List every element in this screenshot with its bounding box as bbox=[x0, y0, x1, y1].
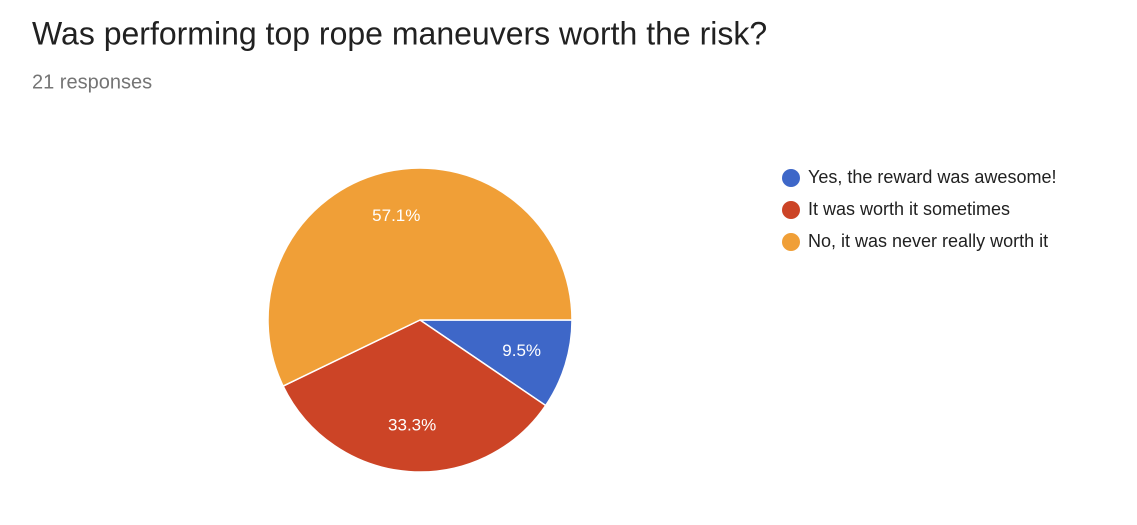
slice-label: 33.3% bbox=[388, 416, 436, 435]
slice-label: 57.1% bbox=[372, 206, 420, 225]
legend-marker bbox=[782, 169, 800, 187]
pie-slice bbox=[417, 319, 573, 407]
legend-label: No, it was never really worth it bbox=[808, 231, 1048, 251]
legend-marker bbox=[782, 233, 800, 251]
pie-slice bbox=[267, 167, 573, 388]
slice-label: 9.5% bbox=[502, 341, 541, 360]
legend-label: It was worth it sometimes bbox=[808, 199, 1010, 219]
legend-marker bbox=[782, 201, 800, 219]
chart-subtitle: 21 responses bbox=[32, 71, 152, 93]
legend-label: Yes, the reward was awesome! bbox=[808, 167, 1056, 187]
chart-title: Was performing top rope maneuvers worth … bbox=[32, 15, 767, 51]
pie-slice bbox=[282, 319, 547, 473]
